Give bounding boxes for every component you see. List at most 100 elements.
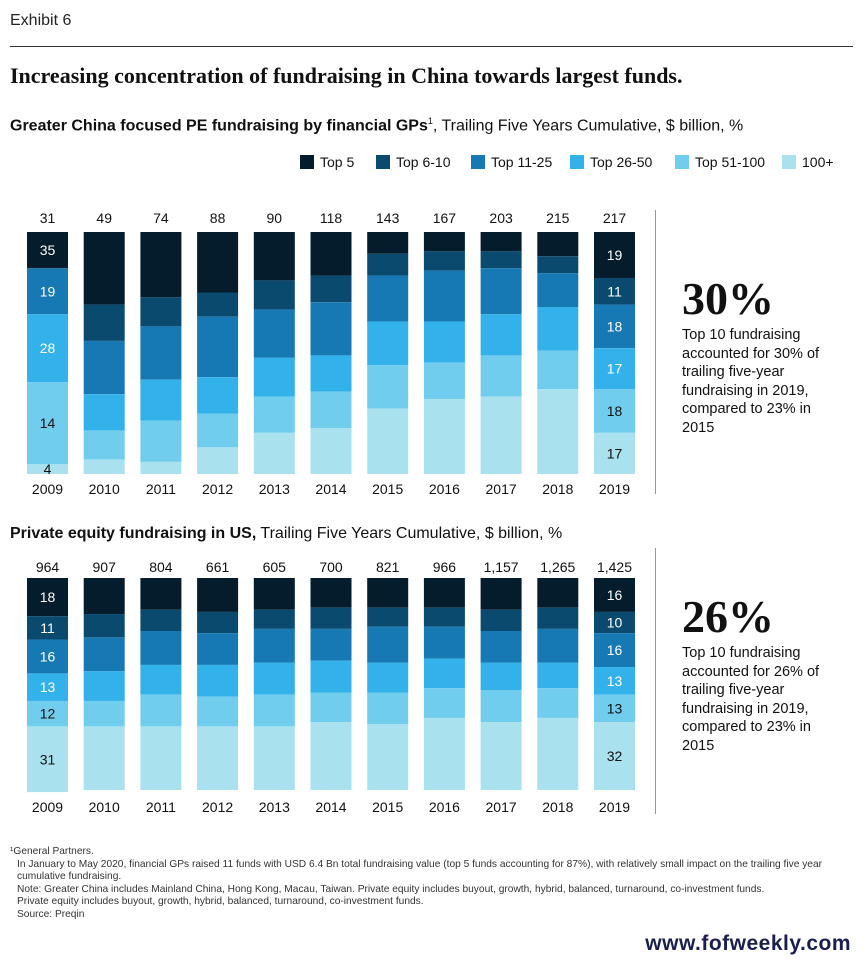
- us-fundraising-chart: 964 18 11 16 13 12 31 2009 907 2010 804 2011 661 2012…: [27, 559, 635, 815]
- legend-label: Top 26-50: [590, 154, 653, 170]
- us-bar-2009-top-11-25: [27, 639, 68, 674]
- china-bar-2011-top-51-100: [140, 420, 182, 462]
- china-data-label-2009-top-51-100: 14: [40, 415, 56, 431]
- us-total-label-2010: 907: [93, 559, 117, 575]
- china-bar-2013-top-26-50: [253, 357, 295, 397]
- legend-label: Top 5: [320, 154, 355, 170]
- china-bar-2015-top-26-50: [367, 321, 409, 366]
- us-bar-2018-100-: [537, 717, 579, 790]
- us-bar-2013-top-5: [253, 578, 295, 610]
- footnote-note-greater-china: Note: Greater China includes Mainland Ch…: [17, 883, 765, 895]
- us-bar-2010-top-51-100: [83, 700, 125, 727]
- china-bar-2015-100-: [367, 408, 409, 474]
- us-bar-2017-top-26-50: [480, 662, 522, 691]
- us-year-label-2016: 2016: [429, 799, 460, 815]
- china-data-label-2009-top-5: 35: [40, 242, 56, 258]
- china-bar-2019-top-11-25: [594, 304, 635, 349]
- legend-swatch: [471, 155, 485, 169]
- us-bar-2019-top-11-25: [594, 633, 635, 668]
- us-bar-2016-top-51-100: [423, 688, 465, 718]
- legend-label: 100+: [802, 154, 834, 170]
- china-bar-2011-top-5: [140, 232, 182, 298]
- us-year-label-2019: 2019: [599, 799, 630, 815]
- china-total-label-2017: 203: [489, 210, 513, 226]
- us-bar-2011-100-: [140, 726, 182, 790]
- china-data-label-2009-100-: 4: [44, 461, 52, 477]
- china-callout-text: Top 10 fundraising accounted for 30% of …: [682, 327, 820, 436]
- china-total-label-2016: 167: [433, 210, 457, 226]
- china-data-label-2019-top-6-10: 11: [607, 283, 622, 299]
- legend-item-top11-25: Top 11-25: [471, 154, 552, 170]
- china-bar-2017-top-51-100: [480, 355, 522, 397]
- page-title: Increasing concentration of fundraising …: [10, 63, 683, 88]
- us-data-label-2009-top-11-25: 16: [40, 648, 56, 664]
- china-bar-2009-100-: [27, 464, 68, 474]
- footnote-source: Source: Preqin: [17, 908, 85, 920]
- us-total-label-2011: 804: [149, 559, 173, 575]
- us-bar-2017-100-: [480, 722, 522, 790]
- china-bar-2013-100-: [253, 432, 295, 474]
- us-year-label-2010: 2010: [89, 799, 120, 815]
- us-bar-2019-top-5: [594, 578, 635, 612]
- legend-swatch: [300, 155, 314, 169]
- china-bar-2016-100-: [423, 398, 465, 474]
- china-bar-2012-top-5: [197, 232, 239, 293]
- china-bar-2016-top-6-10: [423, 251, 465, 271]
- legend-item-top6-10: Top 6-10: [376, 154, 450, 170]
- china-bar-2014-top-26-50: [310, 355, 352, 392]
- us-bar-2015-top-26-50: [367, 662, 409, 693]
- us-title-rest: Trailing Five Years Cumulative, $ billio…: [256, 525, 563, 542]
- china-bar-2016-top-51-100: [423, 362, 465, 399]
- china-bar-2012-top-26-50: [197, 377, 239, 414]
- us-year-label-2013: 2013: [259, 799, 290, 815]
- china-total-label-2009: 31: [40, 210, 56, 226]
- us-bar-2015-top-6-10: [367, 607, 409, 627]
- us-data-label-2019-100-: 32: [607, 748, 623, 764]
- china-bar-2012-top-11-25: [197, 316, 239, 378]
- us-bar-2014-top-6-10: [310, 607, 352, 629]
- china-year-label-2017: 2017: [486, 481, 517, 497]
- us-bar-2010-top-26-50: [83, 671, 125, 701]
- us-year-label-2015: 2015: [372, 799, 403, 815]
- us-bar-2016-top-5: [423, 578, 465, 608]
- china-total-label-2010: 49: [96, 210, 112, 226]
- china-bar-2010-top-5: [83, 232, 125, 305]
- china-bar-2015-top-6-10: [367, 253, 409, 276]
- china-bar-2013-top-11-25: [253, 309, 295, 358]
- china-bar-2015-top-51-100: [367, 365, 409, 409]
- china-bar-2010-100-: [83, 459, 125, 474]
- china-bar-2011-top-26-50: [140, 379, 182, 421]
- us-bar-2016-100-: [423, 717, 465, 790]
- china-bar-2011-top-6-10: [140, 297, 182, 327]
- us-bar-2016-top-26-50: [423, 658, 465, 689]
- china-bar-2018-top-11-25: [537, 273, 579, 308]
- china-bar-2009-top-51-100: [27, 382, 68, 465]
- china-bar-2016-top-26-50: [423, 321, 465, 363]
- us-bar-2009-top-51-100: [27, 700, 68, 727]
- us-bar-2009-top-26-50: [27, 673, 68, 701]
- us-bar-2011-top-11-25: [140, 631, 182, 665]
- china-bar-2014-top-11-25: [310, 302, 352, 356]
- china-year-label-2014: 2014: [315, 481, 346, 497]
- china-data-label-2009-top-26-50: 28: [40, 340, 56, 356]
- china-bar-2013-top-5: [253, 232, 295, 281]
- us-total-label-2009: 964: [36, 559, 60, 575]
- china-data-label-2019-top-51-100: 18: [607, 403, 623, 419]
- china-bar-2010-top-51-100: [83, 430, 125, 460]
- legend-swatch: [570, 155, 584, 169]
- us-total-label-2013: 605: [263, 559, 287, 575]
- us-bar-2019-top-6-10: [594, 611, 635, 634]
- china-bar-2019-100-: [594, 432, 635, 474]
- china-bar-2019-top-26-50: [594, 348, 635, 390]
- us-bar-2009-top-5: [27, 578, 68, 617]
- us-bar-2010-100-: [83, 726, 125, 790]
- china-bar-2014-100-: [310, 428, 352, 474]
- china-bar-2012-100-: [197, 447, 239, 474]
- china-title-rest: , Trailing Five Years Cumulative, $ bill…: [432, 117, 744, 135]
- us-bar-2017-top-6-10: [480, 609, 522, 631]
- us-bar-2010-top-11-25: [83, 637, 125, 672]
- us-bar-2013-top-6-10: [253, 609, 295, 629]
- us-bar-2017-top-5: [480, 578, 522, 610]
- us-bar-2017-top-11-25: [480, 631, 522, 663]
- legend-item-top51-100: Top 51-100: [675, 154, 765, 170]
